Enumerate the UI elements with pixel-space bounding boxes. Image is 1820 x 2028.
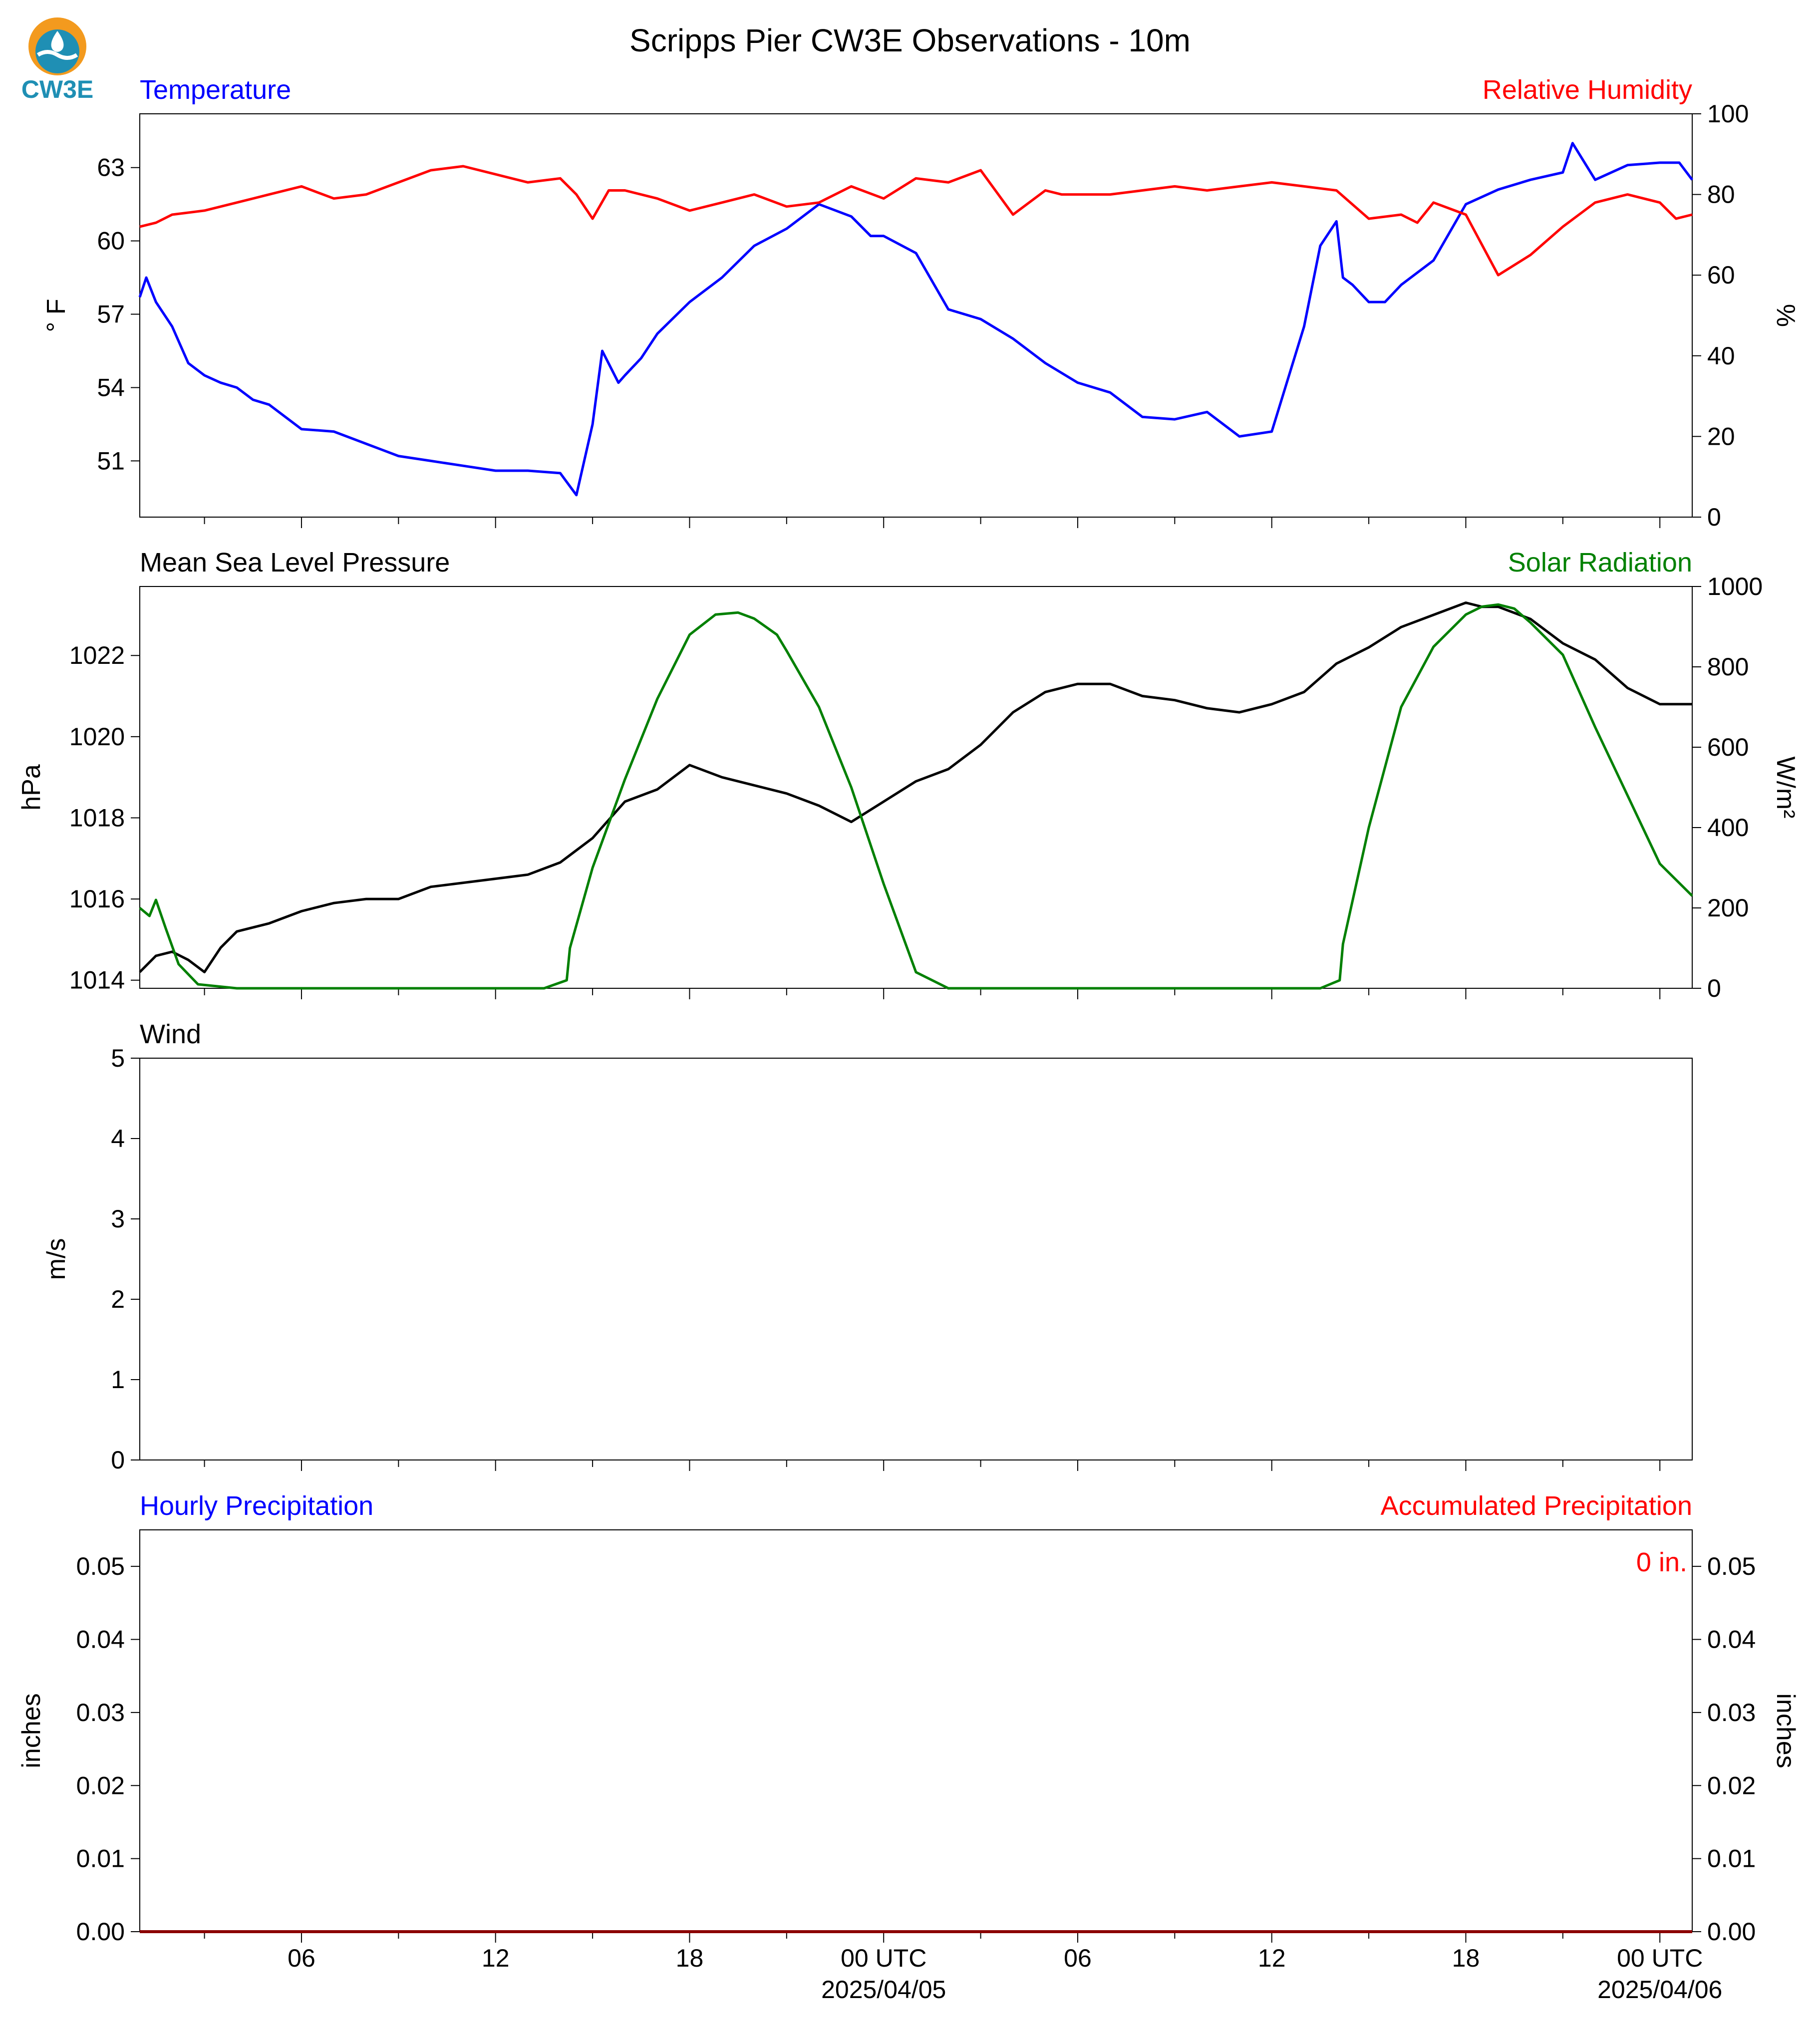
y-axis-label-right: inches [1771,1693,1800,1768]
x-tick-label: 12 [1258,1944,1286,1972]
series-line-mean-sea-level-pressure [139,601,1692,973]
logo-drop-icon [51,31,64,52]
panel-pressure-solar: Mean Sea Level Pressure Solar Radiation 10… [17,548,1800,1002]
y-tick-label-right: 600 [1707,733,1749,761]
accumulated-total-label: 0 in. [1636,1547,1687,1577]
y-axis-label-right: W/m² [1771,756,1800,818]
y-tick-label-left: 51 [97,447,125,475]
y-tick-label-right: 0.02 [1707,1771,1756,1799]
cw3e-logo: CW3E [21,17,93,103]
x-tick-label: 18 [676,1944,704,1972]
plot-frame-wind [139,1058,1693,1460]
y-tick-label-right: 0.05 [1707,1552,1756,1580]
y-axis-label-right: % [1771,304,1800,327]
y-tick-label-right: 200 [1707,894,1749,922]
x-tick-label: 00 UTC [1617,1944,1703,1972]
panel-title-right: Solar Radiation [1508,548,1692,578]
y-tick-label-left: 0.01 [76,1845,125,1873]
y-tick-label-left: 1014 [69,966,125,994]
y-tick-label-left: 57 [97,300,125,328]
x-tick-label: 18 [1452,1944,1480,1972]
y-tick-label-right: 0.03 [1707,1699,1756,1727]
panel-title-left: Hourly Precipitation [140,1491,373,1521]
y-tick-label-left: 1018 [69,804,125,832]
y-tick-label-right: 0.04 [1707,1626,1756,1654]
y-tick-label-left: 1 [111,1366,125,1394]
y-tick-label-right: 100 [1707,100,1749,128]
panel-title-left: Temperature [140,75,291,105]
panel-title-left: Mean Sea Level Pressure [140,548,450,578]
series-line-relative-humidity [139,165,1693,277]
y-tick-label-left: 0.04 [76,1626,125,1654]
y-tick-label-right: 60 [1707,261,1735,289]
x-tick-label: 12 [482,1944,510,1972]
y-tick-label-left: 4 [111,1125,125,1153]
y-tick-label-left: 0.03 [76,1699,125,1727]
series-line-solar-radiation [139,603,1693,990]
x-tick-label: 00 UTC [841,1944,926,1972]
panel-wind: Wind 0 1 2 3 4 5 m/s [42,1019,1693,1474]
logo-text: CW3E [21,75,93,103]
panel-precipitation: Hourly Precipitation Accumulated Precipit… [17,1491,1800,1946]
y-tick-label-left: 63 [97,154,125,182]
y-tick-label-left: 1022 [69,641,125,669]
x-date-label: 2025/04/06 [1597,1976,1722,2004]
y-tick-label-right: 0 [1707,974,1721,1002]
y-tick-label-left: 0.00 [76,1918,125,1946]
y-tick-label-right: 800 [1707,653,1749,681]
y-tick-label-left: 60 [97,227,125,255]
y-tick-label-left: 0.02 [76,1771,125,1799]
panel-title-right: Relative Humidity [1483,75,1692,105]
y-axis-label-left: ° F [42,298,71,332]
y-axis-label-left: m/s [42,1238,71,1280]
y-tick-label-left: 0 [111,1446,125,1474]
figure-title: Scripps Pier CW3E Observations - 10m [629,22,1191,58]
x-tick-label: 06 [1064,1944,1092,1972]
y-tick-label-right: 0.01 [1707,1845,1756,1873]
y-tick-label-left: 1020 [69,723,125,751]
plot-frame-temp [139,113,1693,518]
x-axis-labels: 06 12 18 00 UTC 06 12 18 00 UTC 2025/04/05 2025/0… [288,1944,1722,2004]
y-tick-label-left: 5 [111,1044,125,1072]
y-tick-label-right: 80 [1707,181,1735,209]
y-tick-label-left: 0.05 [76,1552,125,1580]
panel-temperature-humidity: Temperature Relative Humidity 51 54 57 60 63 0 2… [42,75,1800,531]
y-tick-label-left: 1016 [69,885,125,913]
panel-title-right: Accumulated Precipitation [1381,1491,1692,1521]
y-tick-label-right: 400 [1707,814,1749,842]
y-axis-label-left: hPa [17,764,46,811]
y-tick-label-right: 20 [1707,422,1735,450]
y-tick-label-left: 2 [111,1285,125,1313]
y-tick-label-left: 54 [97,373,125,401]
x-date-label: 2025/04/05 [821,1976,946,2004]
y-axis-label-left: inches [17,1693,46,1768]
y-tick-label-left: 3 [111,1205,125,1233]
y-tick-label-right: 40 [1707,342,1735,370]
y-tick-label-right: 0.00 [1707,1918,1756,1946]
plot-frame-precip [139,1529,1693,1932]
series-line-temperature [138,142,1693,497]
y-tick-label-right: 0 [1707,503,1721,531]
y-tick-label-right: 1000 [1707,573,1763,600]
logo-wave-icon [36,50,78,60]
panel-title-left: Wind [140,1019,201,1049]
x-tick-label: 06 [288,1944,315,1972]
plot-frame-pressure [139,586,1693,989]
